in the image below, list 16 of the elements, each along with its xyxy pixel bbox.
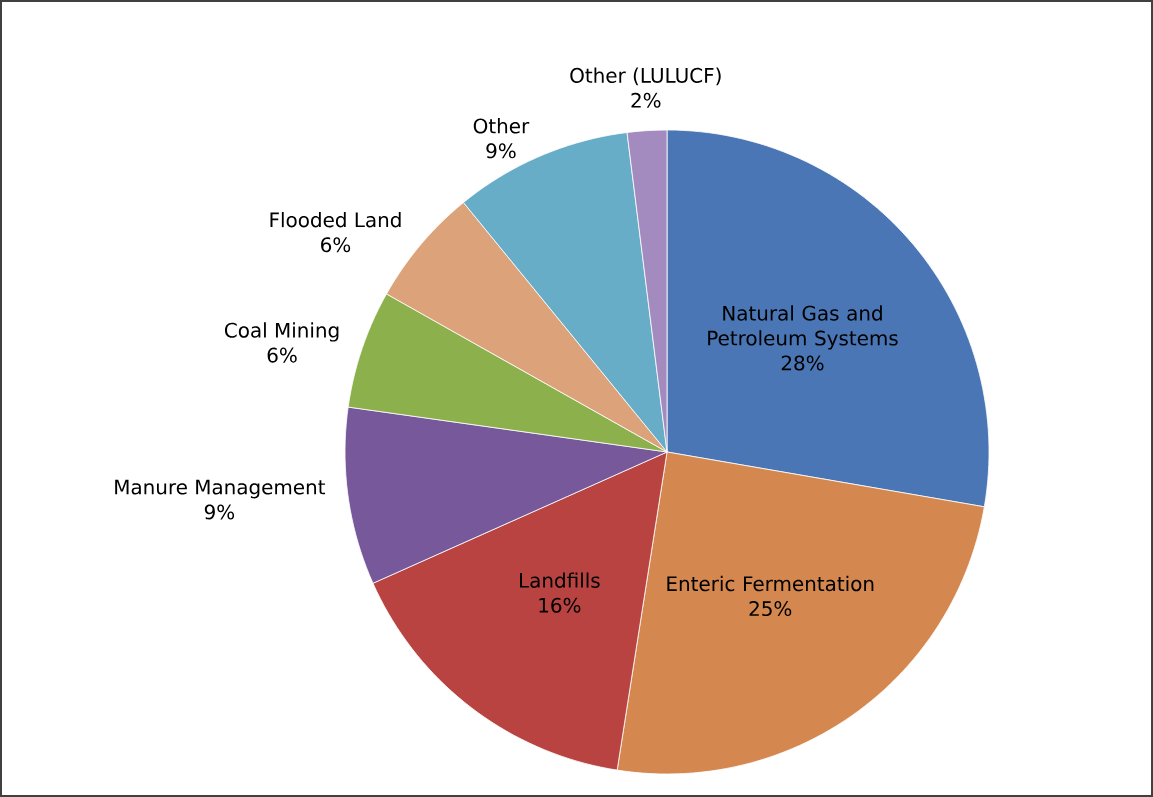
data-label: 6% — [267, 347, 297, 363]
slice-label: Enteric Fermentation — [667, 575, 874, 592]
slice-label: Coal Mining — [224, 322, 339, 342]
data-label: 2% — [631, 92, 661, 108]
data-label: 28% — [781, 355, 824, 371]
slice-label: Natural Gas and Petroleum Systems — [708, 305, 898, 350]
slice-label: Flooded Land — [270, 211, 401, 228]
slice-label: Other — [473, 118, 530, 134]
slice-label: Other (LULUCF) — [570, 67, 721, 86]
data-label: 25% — [749, 601, 792, 617]
data-label: 9% — [486, 143, 516, 159]
data-label: 16% — [539, 597, 581, 613]
slice-label: Manure Management — [115, 479, 326, 499]
data-label: 9% — [204, 504, 235, 520]
data-label: 6% — [321, 237, 351, 253]
slice-label: Landfills — [520, 572, 600, 588]
